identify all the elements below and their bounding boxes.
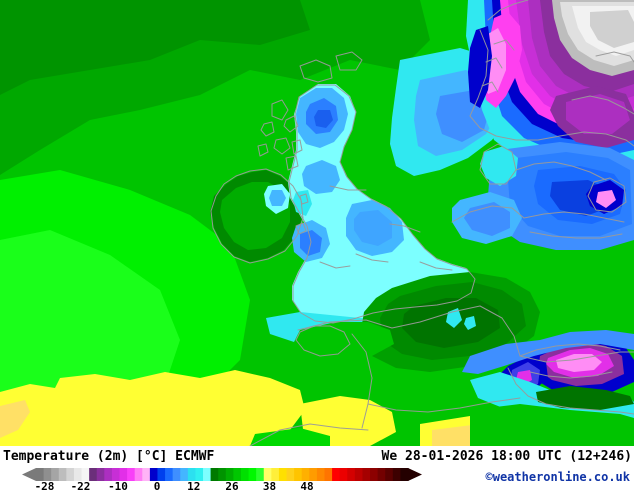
colorbar-swatch <box>370 468 379 481</box>
colorbar-swatch <box>172 468 181 481</box>
colorbar-swatch <box>278 468 288 481</box>
colorbar-swatch <box>377 468 386 481</box>
page-title: Temperature (2m) [°C] ECMWF <box>3 449 215 464</box>
colorbar-swatch <box>142 468 151 481</box>
colorbar-swatch <box>354 468 364 481</box>
colorbar-tick-label: 38 <box>262 480 277 490</box>
colorbar-swatch <box>294 468 303 481</box>
colorbar-swatch <box>157 468 166 481</box>
colorbar-swatch <box>66 468 75 481</box>
colorbar-swatch <box>96 468 105 481</box>
colorbar-swatch <box>43 468 52 481</box>
colorbar-swatch <box>134 468 143 481</box>
colorbar-swatch <box>127 468 136 481</box>
colorbar-swatch <box>81 468 90 481</box>
colorbar-tick-label: -22 <box>70 480 91 490</box>
colorbar-swatch <box>248 468 257 481</box>
colorbar-swatch <box>73 468 83 481</box>
colorbar-swatch <box>339 468 348 481</box>
colorbar-tick-label: 12 <box>187 480 201 490</box>
colorbar-swatch <box>203 468 212 481</box>
colorbar-swatch <box>324 468 333 481</box>
colorbar-tick-label: -28 <box>34 480 55 490</box>
copyright-credit[interactable]: ©weatheronline.co.uk <box>485 470 631 484</box>
colorbar-tick-label: 0 <box>153 480 161 490</box>
colorbar-swatch <box>301 468 310 481</box>
colorbar-swatch <box>263 468 272 481</box>
temperature-map[interactable] <box>0 0 634 446</box>
map-footer: Temperature (2m) [°C] ECMWF We 28-01-202… <box>0 446 634 490</box>
colorbar-tick-label: 48 <box>300 480 314 490</box>
colorbar-swatch <box>218 468 227 481</box>
colorbar-tick-label: 26 <box>225 480 239 490</box>
colorbar-swatch <box>195 468 204 481</box>
colorbar-swatch <box>119 468 128 481</box>
colorbar-swatch <box>347 468 356 481</box>
colorbar-swatch <box>385 468 394 481</box>
colorbar-gradient <box>22 468 422 481</box>
colorbar-swatch <box>286 468 295 481</box>
colorbar-swatch <box>392 468 402 481</box>
colorbar-swatch <box>180 468 189 481</box>
colorbar-swatch <box>51 468 60 481</box>
colorbar-swatch <box>362 468 371 481</box>
colorbar-swatch <box>332 468 341 481</box>
colorbar-swatch <box>111 468 121 481</box>
colorbar-swatch <box>240 468 250 481</box>
colorbar-swatch <box>58 468 67 481</box>
colorbar-max-arrow <box>408 468 422 481</box>
colorbar-swatch <box>89 468 98 481</box>
colorbar-tick-label: -10 <box>108 480 128 490</box>
colorbar-swatch <box>400 468 409 481</box>
colorbar-swatch <box>165 468 174 481</box>
colorbar-swatch <box>316 468 326 481</box>
colorbar-swatch <box>149 468 159 481</box>
colorbar-swatch <box>233 468 242 481</box>
valid-time-label: We 28-01-2026 18:00 UTC (12+246) <box>381 449 632 464</box>
colorbar-swatch <box>187 468 197 481</box>
map-raster <box>0 0 634 446</box>
colorbar-swatch <box>309 468 318 481</box>
colorbar-swatch <box>36 468 45 481</box>
temperature-colorbar[interactable]: -28 -22 -10 0 12 26 38 48 <box>22 468 422 490</box>
colorbar-swatch <box>271 468 280 481</box>
colorbar-swatch <box>225 468 234 481</box>
colorbar-swatch <box>256 468 265 481</box>
colorbar-min-arrow <box>22 468 36 481</box>
colorbar-swatch <box>210 468 219 481</box>
colorbar-swatch <box>104 468 113 481</box>
